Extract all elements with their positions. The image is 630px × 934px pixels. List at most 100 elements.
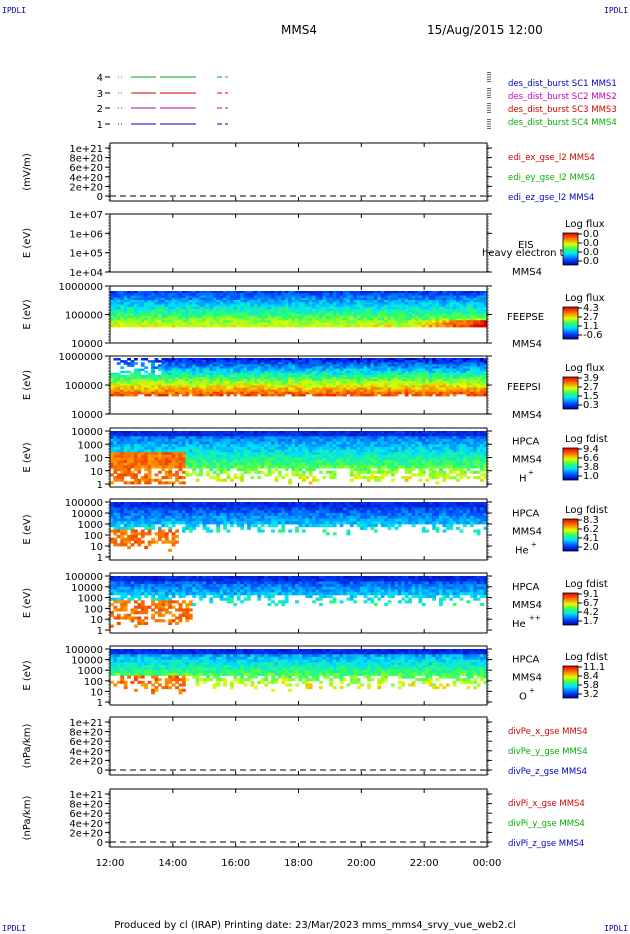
hpca-h-panel-cell (281, 444, 286, 448)
feepsi-panel-cell (202, 360, 207, 363)
feepse-panel-cell (212, 300, 217, 303)
hpca-h-panel-cell (123, 446, 128, 450)
feepse-panel-cell (387, 297, 392, 301)
hpca-h-panel-cell (267, 460, 272, 464)
feepsi-panel-cell (205, 368, 210, 372)
feepsi-panel-cell (343, 389, 347, 393)
feepse-panel-cell (271, 315, 275, 319)
feepsi-panel-cell (205, 391, 210, 395)
feepsi-panel-cell (233, 370, 238, 374)
feepsi-panel-cell (363, 370, 368, 374)
hpca-h-panel-cell (202, 431, 207, 435)
feepsi-panel-cell (445, 387, 450, 391)
feepsi-panel-cell (216, 385, 221, 388)
feepse-panel-cell (449, 318, 454, 321)
feepse-panel-cell (421, 300, 426, 303)
hpca-h-panel-cell (144, 446, 149, 450)
feepse-panel-cell (247, 302, 251, 305)
feepsi-panel-cell (394, 391, 399, 395)
feepse-panel-cell (391, 322, 395, 326)
feepsi-panel-cell (144, 374, 149, 378)
feepse-panel-cell (312, 315, 317, 319)
feepsi-panel-cell (459, 362, 464, 365)
feepse-panel-cell (140, 324, 145, 328)
hpca-h-panel-cell (120, 473, 125, 477)
feepsi-panel-cell (175, 358, 179, 361)
feepsi-panel-cell (164, 383, 169, 386)
feepsi-panel-cell (298, 366, 303, 369)
hpca-h-panel-cell (137, 454, 142, 458)
edi-panel-label: edi_ex_gse_l2 MMS4 (508, 153, 595, 163)
hpca-h-panel-cell (171, 454, 176, 458)
feepse-panel-cell (288, 302, 293, 305)
hpca-h-panel-cell (164, 444, 169, 448)
feepse-panel-cell (298, 313, 303, 317)
feepsi-panel-cell (157, 385, 162, 388)
hpca-h-panel-cell (250, 433, 255, 437)
feepsi-panel-cell (291, 381, 296, 384)
feepse-panel-cell (367, 295, 371, 299)
hpca-h-panel-cell (140, 465, 145, 469)
feepse-panel-cell (284, 297, 289, 301)
feepsi-panel-cell (432, 389, 436, 393)
hpca-h-panel-cell (116, 438, 121, 442)
hpca-h-panel-cell (133, 462, 138, 466)
feepsi-panel-cell (411, 364, 416, 367)
feepsi-panel-cell (178, 383, 183, 386)
feepsi-panel-cell (140, 381, 145, 384)
feepse-panel-cell (353, 300, 358, 303)
feepse-panel-cell (322, 302, 327, 305)
feepse-panel-cell (133, 306, 138, 310)
feepse-panel-cell (473, 309, 478, 312)
feepsi-panel-cell (346, 366, 351, 369)
feepsi-panel-cell (339, 358, 344, 361)
feepsi-panel-cell (319, 368, 323, 372)
feepsi-panel-cell (140, 385, 145, 388)
feepsi-panel-cell (449, 368, 454, 372)
feepsi-panel-cell (164, 374, 169, 378)
feepse-panel-cell (377, 311, 382, 314)
hpca-h-panel-cell (219, 444, 224, 448)
feepse-panel-cell (188, 295, 193, 299)
hpca-h-panel-cell (168, 431, 173, 435)
feepsi-panel-cell (456, 372, 460, 376)
hpca-h-panel-cell (116, 436, 121, 440)
hpca-h-panel-cell (216, 452, 221, 456)
feepse-panel-cell (267, 313, 272, 317)
feepsi-panel-cell (315, 358, 320, 361)
feepsi-panel-cell (233, 377, 238, 380)
feepse-panel-cell (202, 295, 207, 299)
feepse-panel-cell (260, 304, 265, 308)
feepsi-panel-cell (463, 362, 467, 365)
feepsi-panel-cell (253, 387, 258, 391)
feepse-panel-cell (267, 309, 272, 312)
feepse-panel-cell (463, 291, 467, 294)
feepse-panel-cell (250, 302, 255, 305)
feepsi-panel-cell (483, 385, 488, 388)
feepse-panel-cell (250, 311, 255, 314)
feepsi-panel-cell (219, 370, 224, 374)
feepsi-panel-cell (483, 387, 488, 391)
feepse-panel-cell (397, 304, 402, 308)
hpca-h-panel-cell (168, 470, 173, 474)
feepse-panel-cell (418, 306, 423, 310)
feepsi-panel-cell (325, 368, 330, 372)
feepsi-panel-cell (253, 368, 258, 372)
feepse-panel-cell (219, 295, 224, 299)
feepsi-panel-cell (315, 374, 320, 378)
feepsi-panel-cell (236, 381, 241, 384)
feepse-panel-cell (435, 300, 440, 303)
feepsi-panel-cell (188, 377, 193, 380)
feepsi-panel-cell (281, 393, 286, 397)
feepsi-panel-cell (322, 358, 327, 361)
feepse-panel-cell (373, 324, 378, 328)
feepsi-panel-cell (178, 370, 183, 374)
feepsi-panel-cell (387, 366, 392, 369)
feepsi-panel-cell (428, 362, 433, 365)
feepsi-panel-cell (209, 389, 214, 393)
feepsi-panel-cell (346, 374, 351, 378)
feepse-panel-cell (291, 295, 296, 299)
feepsi-panel-cell (408, 362, 412, 365)
feepse-panel-cell (397, 291, 402, 294)
feepse-panel-cell (435, 291, 440, 294)
